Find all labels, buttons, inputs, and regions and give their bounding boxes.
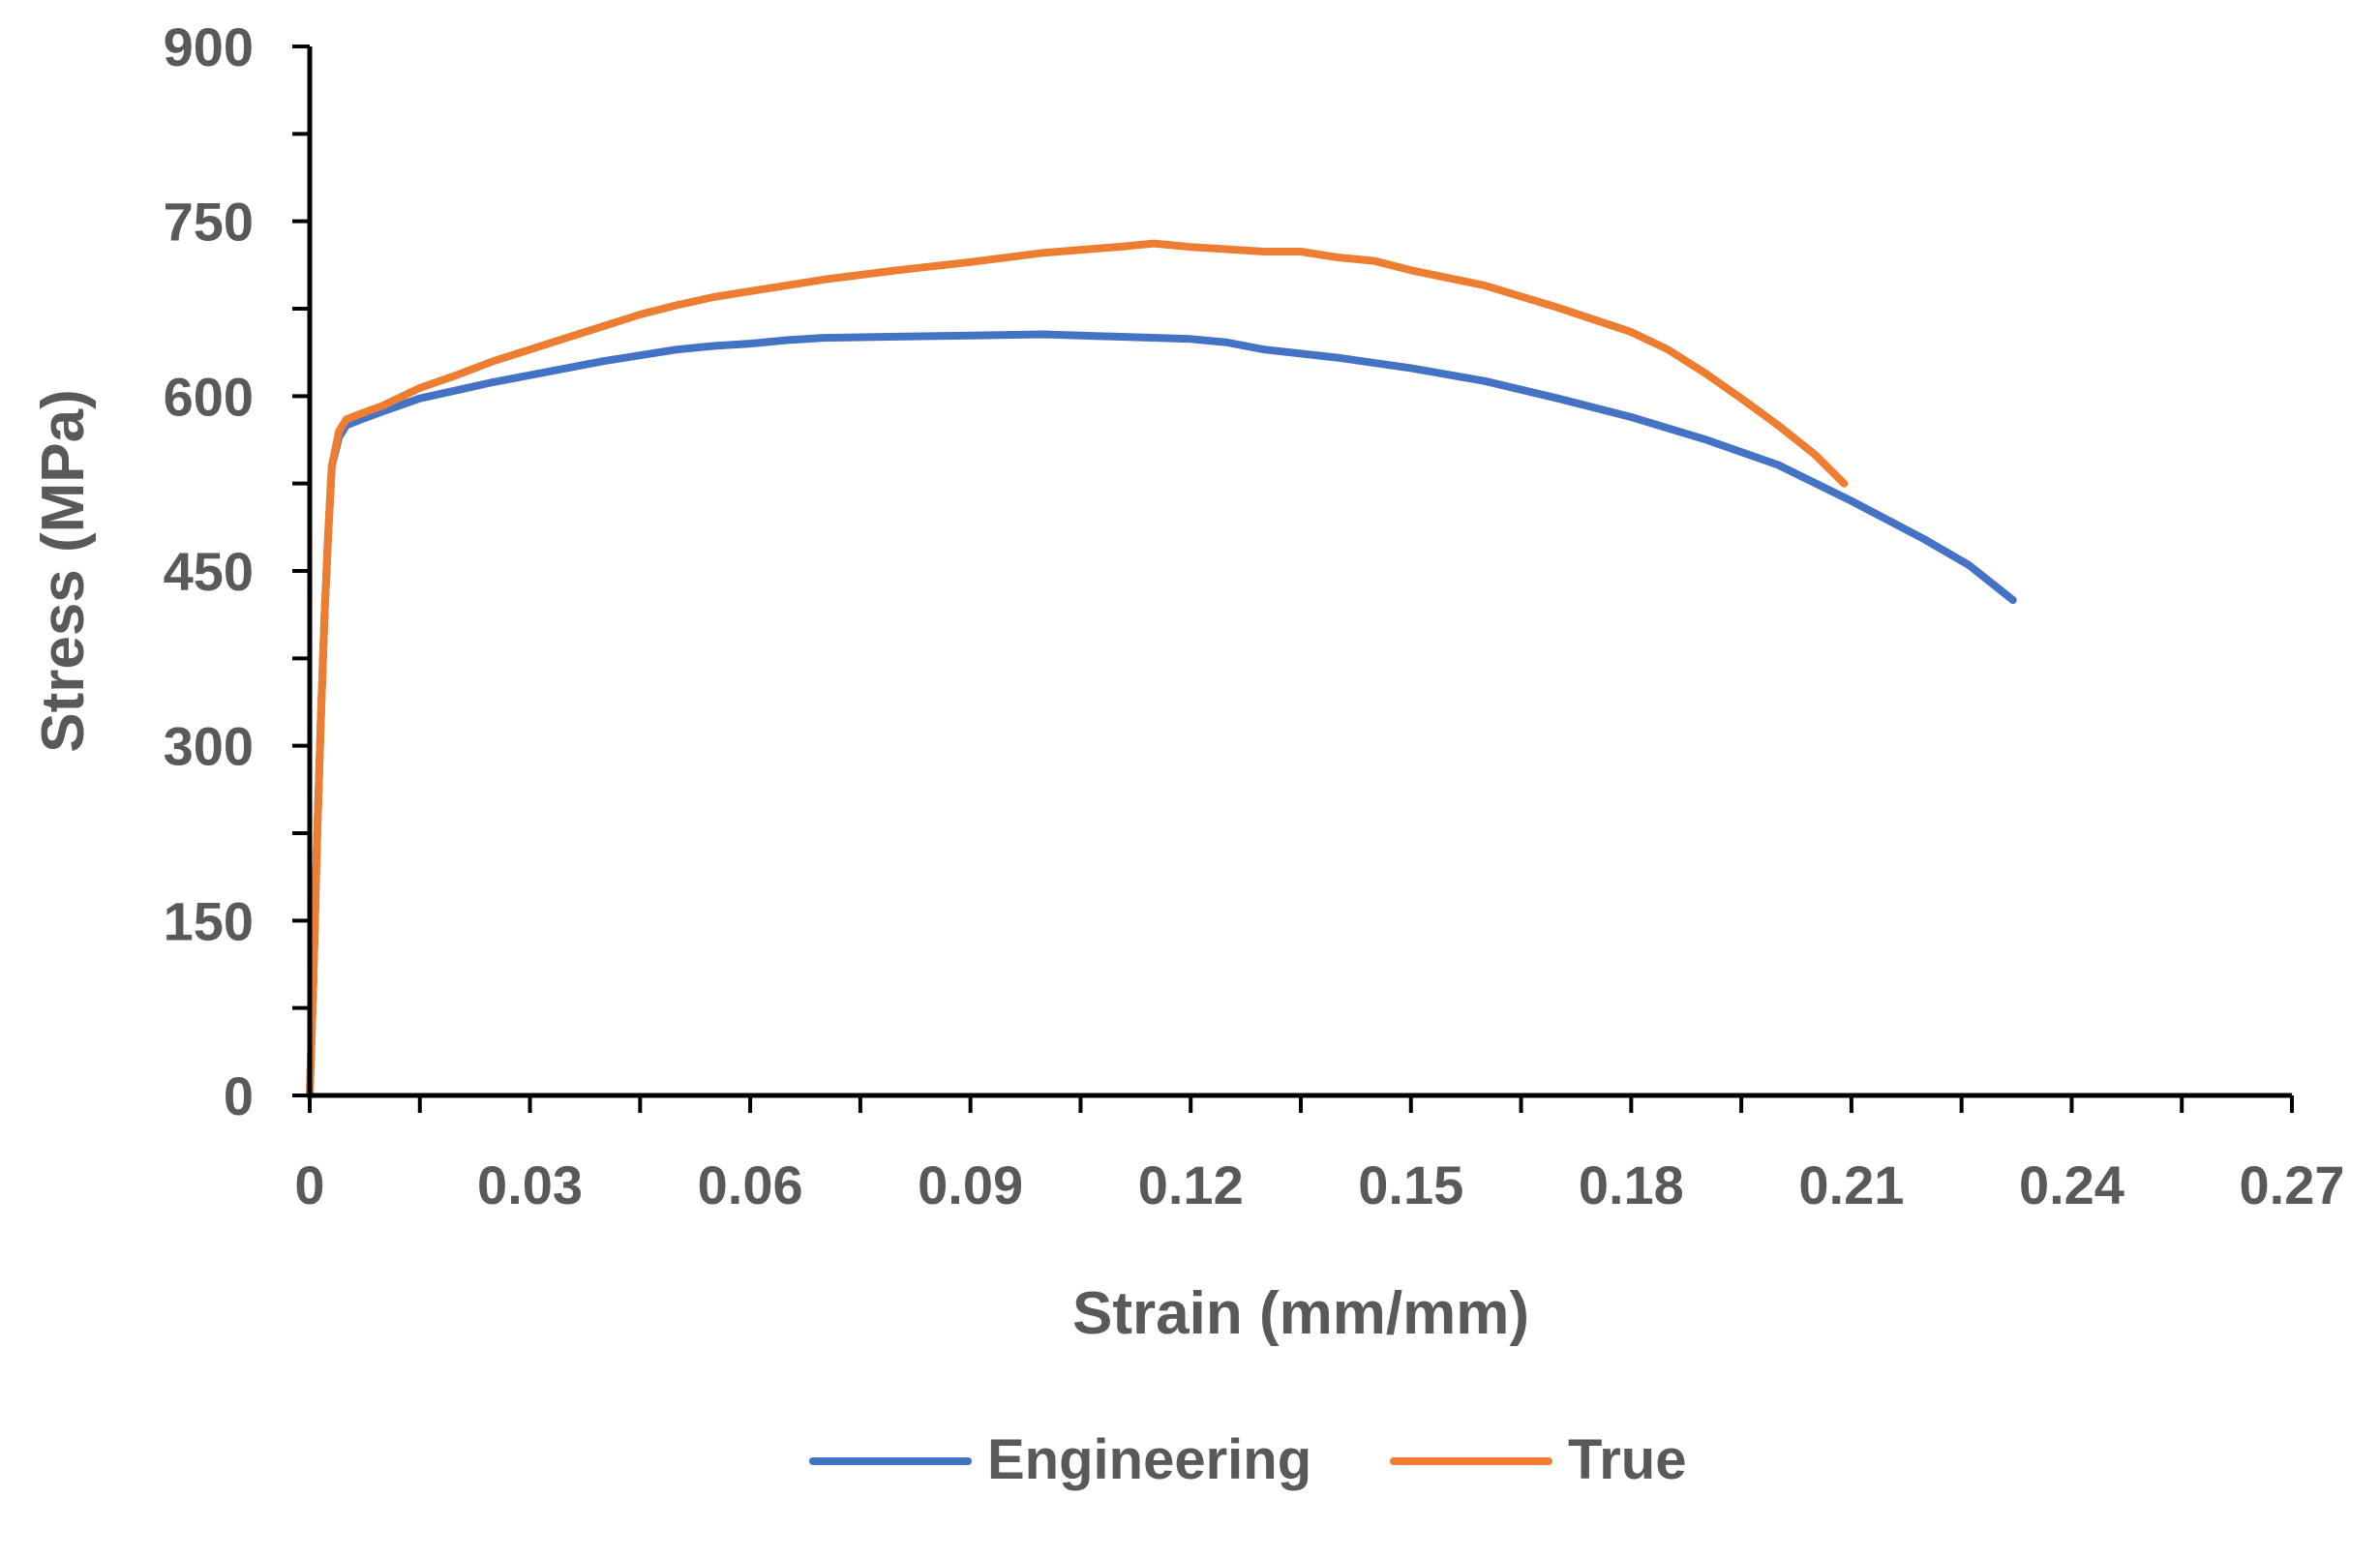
- x-tick-label: 0.24: [2019, 1154, 2124, 1215]
- series-layer: [306, 239, 2017, 1099]
- y-tick-label: 300: [164, 716, 254, 777]
- x-tick-label: 0: [294, 1154, 324, 1215]
- legend-label-engineering: Engineering: [987, 1428, 1311, 1491]
- x-tick-label: 0.18: [1579, 1154, 1684, 1215]
- y-tick-label: 150: [164, 890, 254, 951]
- legend: Engineering True: [809, 1428, 1687, 1491]
- y-axis-ticks: 0 150 300 450 600 750 900: [164, 16, 310, 1126]
- y-tick-label: 900: [164, 16, 254, 77]
- x-tick-label: 0.09: [918, 1154, 1023, 1215]
- x-tick-label: 0.27: [2240, 1154, 2345, 1215]
- x-axis-title: Strain (mm/mm): [1072, 1280, 1529, 1347]
- y-tick-label: 600: [164, 366, 254, 427]
- x-tick-label: 0.15: [1358, 1154, 1463, 1215]
- x-tick-label: 0.03: [477, 1154, 583, 1215]
- axes-layer: [307, 46, 2292, 1098]
- x-tick-label: 0.21: [1798, 1154, 1904, 1215]
- y-tick-label: 450: [164, 541, 254, 602]
- x-tick-label: 0.06: [698, 1154, 803, 1215]
- series-line-engineering: [306, 330, 2017, 1099]
- y-tick-label: 0: [224, 1065, 254, 1126]
- series-line-true: [306, 239, 1849, 1099]
- legend-label-true: True: [1568, 1428, 1687, 1491]
- y-axis-title: Stress (MPa): [30, 389, 97, 753]
- x-tick-label: 0.12: [1138, 1154, 1244, 1215]
- x-axis-ticks: 0 0.03 0.06 0.09 0.12 0.15 0.18 0.21 0.24 0.27: [294, 1095, 2345, 1215]
- y-tick-label: 750: [164, 192, 254, 253]
